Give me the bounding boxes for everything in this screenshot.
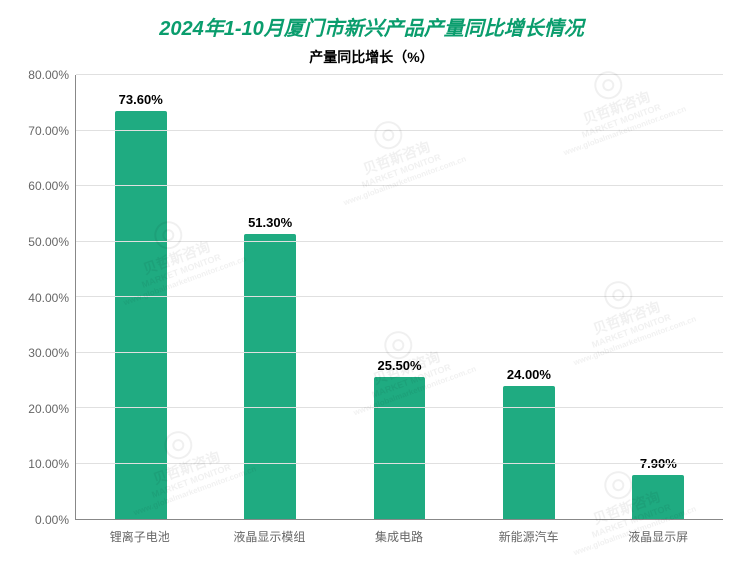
y-tick-label: 70.00% (28, 124, 69, 138)
chart-subtitle-text: 产量同比增长（%） (309, 49, 433, 65)
gridline (76, 74, 723, 75)
y-tick-label: 20.00% (28, 402, 69, 416)
y-tick-label: 60.00% (28, 179, 69, 193)
bar-value-label: 7.90% (640, 456, 677, 471)
gridline (76, 130, 723, 131)
plot-area: 0.00%10.00%20.00%30.00%40.00%50.00%60.00… (20, 75, 723, 520)
chart-subtitle: 产量同比增长（%） (20, 47, 723, 67)
bar-value-label: 51.30% (248, 215, 292, 230)
x-tick-label: 液晶显示模组 (205, 528, 335, 545)
bar-value-label: 24.00% (507, 367, 551, 382)
y-tick-label: 40.00% (28, 291, 69, 305)
x-tick-label: 集成电路 (334, 528, 464, 545)
bar-wrap: 24.00% (464, 75, 593, 519)
y-tick-label: 50.00% (28, 235, 69, 249)
x-axis: 锂离子电池液晶显示模组集成电路新能源汽车液晶显示屏 (75, 528, 723, 545)
bar (115, 111, 167, 519)
bar (374, 377, 426, 519)
gridline (76, 185, 723, 186)
chart-title-text: 2024年1-10月厦门市新兴产品产量同比增长情况 (159, 18, 584, 40)
chart-title: 2024年1-10月厦门市新兴产品产量同比增长情况 (20, 12, 723, 41)
bar (632, 475, 684, 519)
y-tick-label: 0.00% (35, 513, 69, 527)
bar (503, 386, 555, 519)
gridline (76, 241, 723, 242)
gridline (76, 296, 723, 297)
bar-wrap: 25.50% (335, 75, 464, 519)
y-axis: 0.00%10.00%20.00%30.00%40.00%50.00%60.00… (20, 75, 75, 520)
y-tick-label: 10.00% (28, 457, 69, 471)
bar-wrap: 51.30% (205, 75, 334, 519)
bar-wrap: 7.90% (594, 75, 723, 519)
bar-value-label: 25.50% (377, 358, 421, 373)
chart-body: 73.60% 51.30% 25.50% 24.00% 7.90% (75, 75, 723, 520)
x-tick-label: 锂离子电池 (75, 528, 205, 545)
bar-wrap: 73.60% (76, 75, 205, 519)
x-tick-label: 液晶显示屏 (593, 528, 723, 545)
y-tick-label: 80.00% (28, 68, 69, 82)
bar-value-label: 73.60% (119, 92, 163, 107)
gridline (76, 352, 723, 353)
gridline (76, 463, 723, 464)
bar (244, 234, 296, 519)
bars-group: 73.60% 51.30% 25.50% 24.00% 7.90% (76, 75, 723, 519)
x-tick-label: 新能源汽车 (464, 528, 594, 545)
chart-container: 2024年1-10月厦门市新兴产品产量同比增长情况 产量同比增长（%） 0.00… (0, 0, 743, 565)
y-tick-label: 30.00% (28, 346, 69, 360)
gridline (76, 407, 723, 408)
